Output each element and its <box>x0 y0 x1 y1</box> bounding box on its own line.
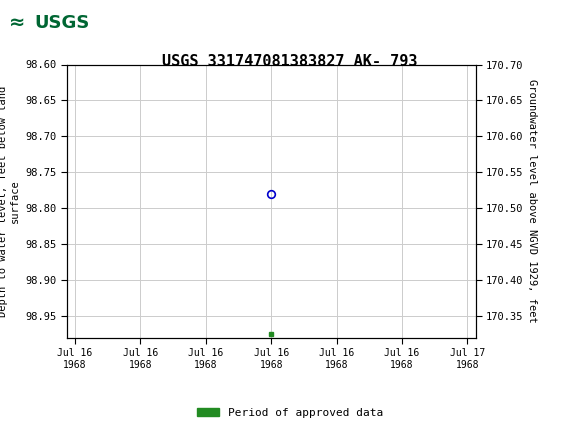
Text: USGS 331747081383827 AK- 793: USGS 331747081383827 AK- 793 <box>162 54 418 69</box>
Y-axis label: Groundwater level above NGVD 1929, feet: Groundwater level above NGVD 1929, feet <box>527 79 538 323</box>
FancyBboxPatch shape <box>3 3 113 42</box>
Y-axis label: Depth to water level, feet below land
surface: Depth to water level, feet below land su… <box>0 86 20 316</box>
Text: USGS: USGS <box>35 14 90 31</box>
Text: ≈: ≈ <box>9 13 25 32</box>
Legend: Period of approved data: Period of approved data <box>193 403 387 422</box>
